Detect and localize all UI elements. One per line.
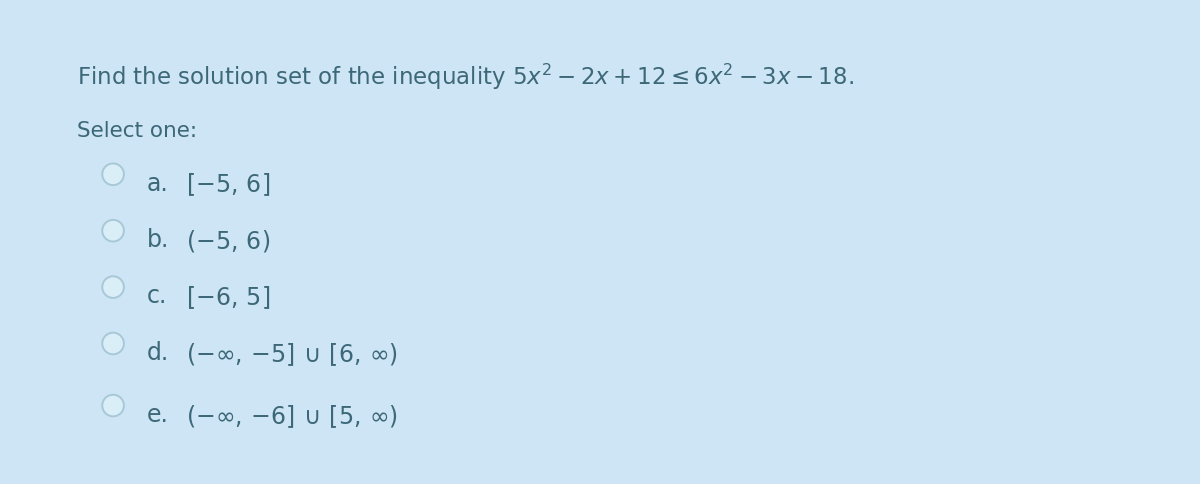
Text: b.: b. [146, 227, 169, 251]
Text: $[{-5},\, 6]$: $[{-5},\, 6]$ [186, 171, 270, 198]
Ellipse shape [102, 220, 124, 242]
Text: d.: d. [146, 340, 169, 364]
Text: $(-\infty,\, {-5}]\, \cup\, [6,\, \infty)$: $(-\infty,\, {-5}]\, \cup\, [6,\, \infty… [186, 340, 398, 367]
Ellipse shape [102, 164, 124, 186]
Text: Find the solution set of the inequality $5x^2 - 2x + 12 \leq 6x^2 - 3x - 18.$: Find the solution set of the inequality … [77, 61, 854, 91]
Ellipse shape [102, 395, 124, 416]
Ellipse shape [102, 333, 124, 355]
Ellipse shape [102, 277, 124, 298]
Text: e.: e. [146, 402, 169, 426]
Text: a.: a. [146, 171, 169, 195]
Text: c.: c. [146, 284, 167, 308]
Text: $({-5},\, 6)$: $({-5},\, 6)$ [186, 227, 270, 254]
Text: $(-\infty,\, {-6}]\, \cup\, [5,\, \infty)$: $(-\infty,\, {-6}]\, \cup\, [5,\, \infty… [186, 402, 398, 429]
Text: $[{-6},\, 5]$: $[{-6},\, 5]$ [186, 284, 270, 311]
Text: Select one:: Select one: [77, 121, 198, 140]
